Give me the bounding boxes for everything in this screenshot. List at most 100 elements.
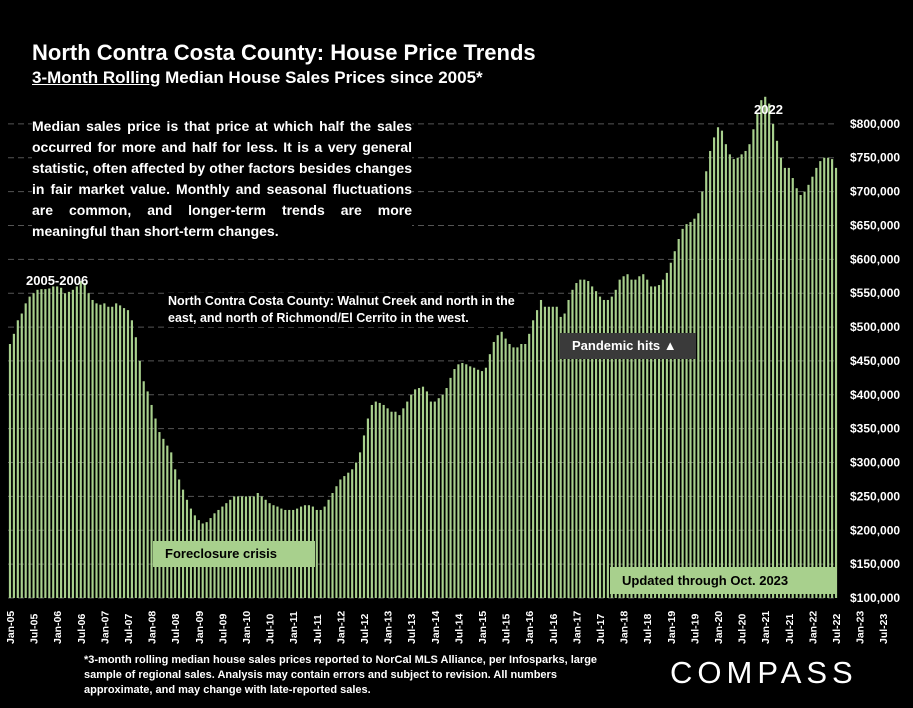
bar (779, 157, 783, 599)
bar (331, 493, 334, 598)
bar (775, 140, 779, 599)
bar (52, 286, 55, 598)
y-tick-label: $550,000 (850, 286, 900, 300)
chart-subtitle: 3-Month Rolling Median House Sales Price… (32, 68, 483, 88)
bar (583, 279, 586, 598)
bar (335, 486, 338, 598)
bar (713, 137, 716, 598)
bar (154, 418, 157, 598)
bar (170, 452, 173, 598)
bar (543, 306, 547, 598)
bar (103, 303, 106, 598)
bar (709, 150, 712, 598)
bar (394, 411, 397, 598)
bar (791, 178, 794, 599)
bar (508, 344, 511, 598)
bar (520, 344, 523, 598)
x-tick-label: Jul-19 (689, 613, 701, 644)
x-tick-label: Jul-22 (831, 613, 843, 644)
bar (602, 299, 606, 598)
bar (591, 286, 594, 598)
bar (642, 274, 645, 598)
bar (783, 167, 786, 598)
x-tick-label: Jan-18 (619, 611, 631, 644)
x-tick-label: Jan-21 (760, 611, 772, 644)
bar (571, 289, 574, 598)
bar (764, 96, 767, 599)
y-tick-label: $200,000 (850, 523, 900, 537)
bar (579, 279, 582, 598)
bar (504, 338, 507, 598)
bar (831, 159, 834, 598)
x-tick-label: Jan-07 (99, 611, 111, 644)
bar (752, 129, 755, 599)
bar (75, 286, 78, 598)
bar (437, 398, 440, 598)
bar (323, 506, 326, 598)
x-tick-label: Jan-22 (807, 611, 819, 644)
x-tick-label: Jul-15 (501, 613, 513, 644)
bar (728, 154, 731, 598)
x-tick-label: Jul-09 (217, 613, 229, 644)
y-tick-label: $700,000 (850, 185, 900, 199)
annotation-2022: 2022 (754, 102, 783, 117)
y-tick-label: $250,000 (850, 489, 900, 503)
bar (807, 184, 810, 598)
bar (689, 222, 692, 598)
bar (748, 144, 751, 598)
bar (559, 316, 562, 598)
bar (67, 291, 71, 598)
bar (79, 281, 82, 598)
x-tick-label: Jan-23 (855, 611, 867, 644)
x-tick-label: Jan-15 (477, 611, 489, 644)
y-tick-label: $600,000 (850, 252, 900, 266)
bar (681, 228, 684, 598)
bar (56, 286, 59, 598)
updated-through-label: Updated through Oct. 2023 (610, 567, 836, 594)
x-tick-label: Jan-19 (666, 611, 678, 644)
bar (551, 306, 554, 598)
bar (174, 469, 177, 598)
bar (626, 274, 629, 598)
bar (654, 286, 657, 598)
annotation-2005-2006: 2005-2006 (26, 273, 89, 288)
bar (130, 320, 133, 598)
x-tick-label: Jan-09 (194, 611, 206, 644)
pandemic-hits-label: Pandemic hits ▲ (560, 333, 696, 359)
bar (587, 281, 590, 598)
bar (362, 435, 366, 598)
bar (618, 279, 621, 598)
bar (16, 320, 19, 598)
bar (465, 364, 468, 598)
x-tick-label: Jul-07 (123, 613, 135, 644)
x-tick-label: Jan-17 (571, 611, 583, 644)
bar (811, 176, 814, 598)
bar (441, 394, 444, 598)
x-tick-label: Jul-17 (595, 613, 607, 644)
bar (382, 404, 385, 598)
y-tick-label: $400,000 (850, 388, 900, 402)
bar (665, 272, 668, 598)
x-tick-label: Jul-05 (29, 613, 41, 644)
bar (496, 335, 499, 598)
x-tick-label: Jul-21 (784, 613, 796, 644)
bar (406, 401, 409, 598)
bar (374, 401, 377, 598)
y-tick-label: $100,000 (850, 591, 900, 605)
bar (524, 344, 527, 598)
bar (95, 303, 98, 598)
bar (71, 289, 74, 598)
x-tick-label: Jul-06 (76, 613, 88, 644)
bar (516, 347, 519, 598)
x-tick-label: Jul-10 (265, 613, 277, 644)
bar (473, 367, 476, 598)
x-tick-label: Jan-14 (430, 611, 442, 644)
x-tick-label: Jan-06 (52, 611, 64, 644)
bar (158, 432, 161, 598)
subtitle-underlined: 3-Month Rolling (32, 68, 161, 87)
bar (716, 127, 720, 598)
bar (122, 308, 126, 598)
bar (834, 167, 838, 598)
bar (32, 293, 35, 598)
bar (8, 344, 12, 598)
